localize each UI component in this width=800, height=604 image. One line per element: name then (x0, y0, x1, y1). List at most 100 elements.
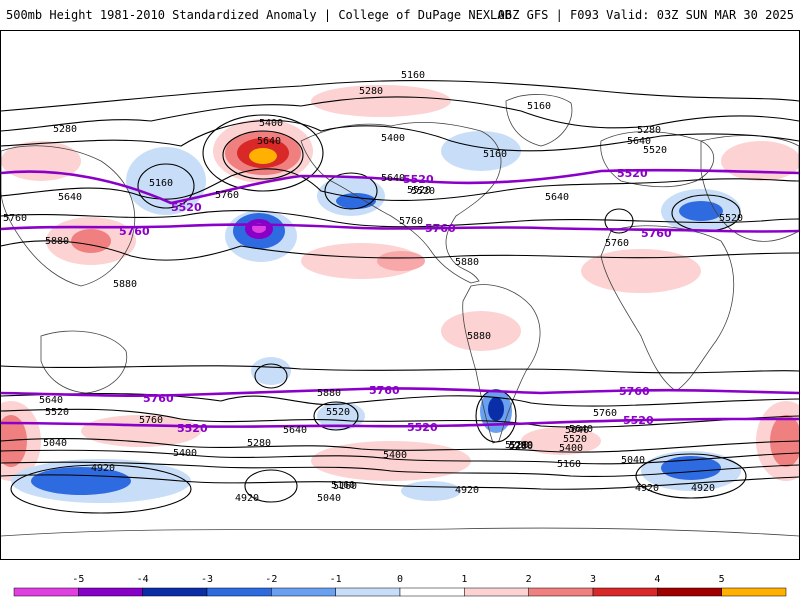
north-america-coast (300, 122, 502, 284)
colorbar-swatch (78, 587, 143, 597)
anomaly-shade (441, 311, 521, 351)
europe-coast (600, 131, 715, 188)
anomaly-shade (311, 85, 451, 117)
highlight-label: 5760 (119, 225, 150, 238)
contour-label: 5280 (247, 438, 271, 449)
highlight-5520-north (1, 168, 799, 205)
colorbar-tick-label: 4 (654, 574, 660, 585)
anomaly-shade (311, 441, 471, 481)
contour-label: 5880 (317, 388, 341, 399)
colorbar-swatch (13, 587, 79, 597)
africa-coast (600, 225, 735, 392)
contour-label: 5880 (455, 257, 479, 268)
contour-label: 5640 (39, 395, 63, 406)
contour-label: 5280 (505, 440, 529, 451)
contour-label: 5040 (621, 455, 645, 466)
contour-label: 5760 (215, 190, 239, 201)
contour-cutoff-atlantic (604, 208, 634, 234)
colorbar-tick-label: -3 (201, 574, 213, 585)
colorbar-tick-label: 0 (397, 574, 403, 585)
anomaly-shade (126, 147, 206, 215)
contour-5280-south (1, 449, 799, 465)
greenland-coast (505, 94, 573, 147)
contour-label: 4920 (235, 493, 259, 504)
colorbar-tick-label: 3 (590, 574, 596, 585)
contour-label: 5520 (719, 213, 743, 224)
highlight-label: 5520 (623, 414, 654, 427)
map-canvas: 5160 5280 5160 5280 5400 5160 5280 5400 … (1, 70, 799, 537)
anomaly-shade (521, 427, 601, 455)
contour-label: 4920 (635, 483, 659, 494)
contour-label: 5040 (43, 438, 67, 449)
contour-label: 5880 (113, 279, 137, 290)
contour-low-southpac (10, 464, 192, 514)
contour-low-antarctic (244, 469, 298, 503)
contour-label: 5880 (467, 331, 491, 342)
colorbar-tick-label: -5 (72, 574, 84, 585)
contour-label: 5640 (381, 173, 405, 184)
colorbar-swatch (399, 587, 465, 597)
contour-label: 5520 (411, 186, 435, 197)
contour-5520-south (1, 408, 799, 428)
contour-label: 5640 (283, 425, 307, 436)
contour-low-pacsouth (313, 401, 359, 431)
colorbar-swatch (335, 587, 401, 597)
contour-label: 5760 (399, 216, 423, 227)
anomaly-shade (71, 229, 111, 253)
colorbar-swatches (13, 587, 787, 597)
colorbar-swatch (142, 587, 208, 597)
contour-low-pacific-inner (222, 130, 304, 180)
anomaly-shade (317, 402, 365, 430)
contour-label: 5520 (643, 145, 667, 156)
highlight-label: 5520 (407, 421, 438, 434)
anomaly-shade (251, 357, 291, 385)
colorbar-tick-label: 2 (526, 574, 532, 585)
contour-label: 5640 (257, 136, 281, 147)
contour-label: 5640 (565, 425, 589, 436)
highlight-contours (1, 168, 799, 428)
anomaly-shade (336, 193, 376, 209)
contour-label: 5280 (509, 441, 533, 452)
anomaly-shade (721, 141, 799, 181)
contour-label: 5400 (259, 118, 283, 129)
contour-low-uswest (324, 172, 378, 210)
map-title: 500mb Height 1981-2010 Standardized Anom… (6, 8, 512, 22)
colorbar-tick-label: -1 (330, 574, 342, 585)
colorbar-ticks: -5 -4 -3 -2 -1 0 1 2 3 4 5 (72, 574, 724, 585)
contour-label: 5400 (173, 448, 197, 459)
contour-5400-north (1, 119, 799, 152)
contour-label: 5280 (509, 440, 533, 451)
highlight-label: 5760 (425, 222, 456, 235)
contour-label: 5760 (593, 408, 617, 419)
colorbar-tick-label: -2 (265, 574, 277, 585)
anomaly-shading (1, 85, 799, 503)
colorbar-swatch (592, 587, 658, 597)
colorbar-tick-label: 5 (719, 574, 725, 585)
australia-coast (40, 330, 128, 394)
contour-label: 5760 (605, 238, 629, 249)
contour-label: 5160 (149, 178, 173, 189)
contour-5160-north (1, 80, 799, 112)
highlight-5760-north (1, 223, 799, 233)
contour-label: 5280 (53, 124, 77, 135)
highlight-label: 5520 (617, 167, 648, 180)
height-contours (1, 80, 799, 514)
contour-label: 5640 (569, 424, 593, 435)
south-america-coast (462, 284, 541, 444)
map-panel[interactable]: 5160 5280 5160 5280 5400 5160 5280 5400 … (0, 30, 800, 560)
anomaly-colorbar: -5 -4 -3 -2 -1 0 1 2 3 4 5 (0, 566, 800, 600)
contour-label: 5160 (333, 481, 357, 492)
contour-label: 5040 (317, 493, 341, 504)
highlight-labels: 5520 5520 5520 5760 5760 5760 5760 5760 … (119, 167, 672, 435)
anomaly-shade (441, 131, 521, 171)
colorbar-svg: -5 -4 -3 -2 -1 0 1 2 3 4 5 (13, 574, 787, 597)
contour-5760-north (1, 209, 799, 228)
anomaly-shade (679, 201, 723, 221)
contour-label: 5160 (401, 70, 425, 81)
contour-label: 5280 (359, 86, 383, 97)
highlight-5760-south (1, 387, 799, 397)
contour-label: 5880 (45, 236, 69, 247)
contour-label: 5520 (407, 185, 431, 196)
anomaly-shade (581, 249, 701, 293)
colorbar-swatch (721, 587, 787, 597)
